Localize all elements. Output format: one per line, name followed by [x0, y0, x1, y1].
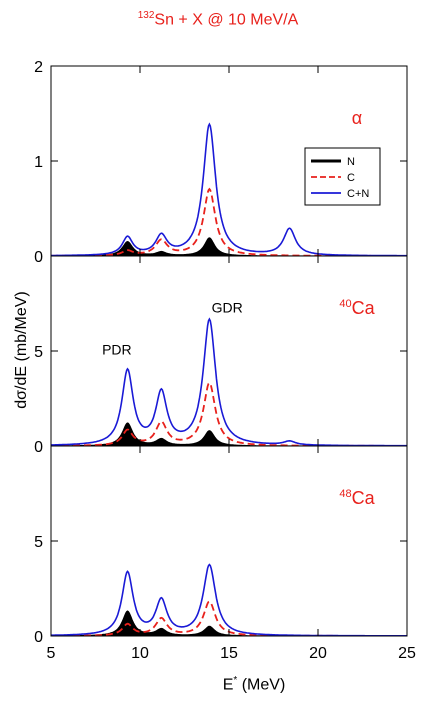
panel-2: 0 5 40Ca PDR GDR [34, 255, 408, 456]
title-text: Sn + X @ 10 MeV/A [154, 11, 299, 29]
legend: NC C+N [304, 147, 381, 206]
annotation-gdr: GDR [212, 300, 243, 316]
legend-label-c: C [347, 172, 355, 184]
x-tick-label: 15 [220, 645, 238, 662]
panel-label: 40Ca [339, 298, 375, 318]
y-tick-label: 5 [34, 534, 43, 551]
panel-label: 48Ca [339, 488, 375, 508]
plot-frame [50, 445, 408, 637]
panel-1: 0 1 2 α NC C+N [34, 59, 408, 266]
y-tick-label: 0 [34, 439, 43, 456]
series-cplusn-line [51, 317, 407, 446]
x-tick-label: 25 [398, 645, 416, 662]
x-tick-label: 5 [47, 645, 56, 662]
y-tick-label: 0 [34, 249, 43, 266]
series-c-line [51, 381, 407, 446]
y-axis-label: dσ/dE (mb/MeV) [13, 291, 30, 409]
legend-box [304, 147, 381, 206]
title-mass-number: 132 [137, 10, 155, 21]
x-axis-label-sup: * [233, 675, 238, 686]
series-cplusn-line [51, 563, 407, 636]
y-tick-label: 0 [34, 629, 43, 646]
x-axis-label-unit: (MeV) [237, 676, 286, 694]
series-n-area [51, 610, 407, 636]
y-tick-label: 1 [34, 154, 43, 171]
series-cplusn-line [51, 122, 407, 256]
y-tick-label: 5 [34, 344, 43, 361]
x-tick-label: 20 [309, 645, 327, 662]
x-tick-label: 10 [131, 645, 149, 662]
panel-label: α [352, 108, 362, 128]
x-axis-label-base: E [222, 676, 234, 694]
legend-label-cplusn: C+N [347, 188, 369, 200]
x-axis-label: E* (MeV) [184, 675, 324, 694]
annotation-pdr: PDR [102, 341, 132, 357]
y-tick-label: 2 [34, 59, 43, 76]
legend-label-n: N [347, 156, 355, 168]
chart-title: 132Sn + X @ 10 MeV/A [0, 10, 436, 29]
